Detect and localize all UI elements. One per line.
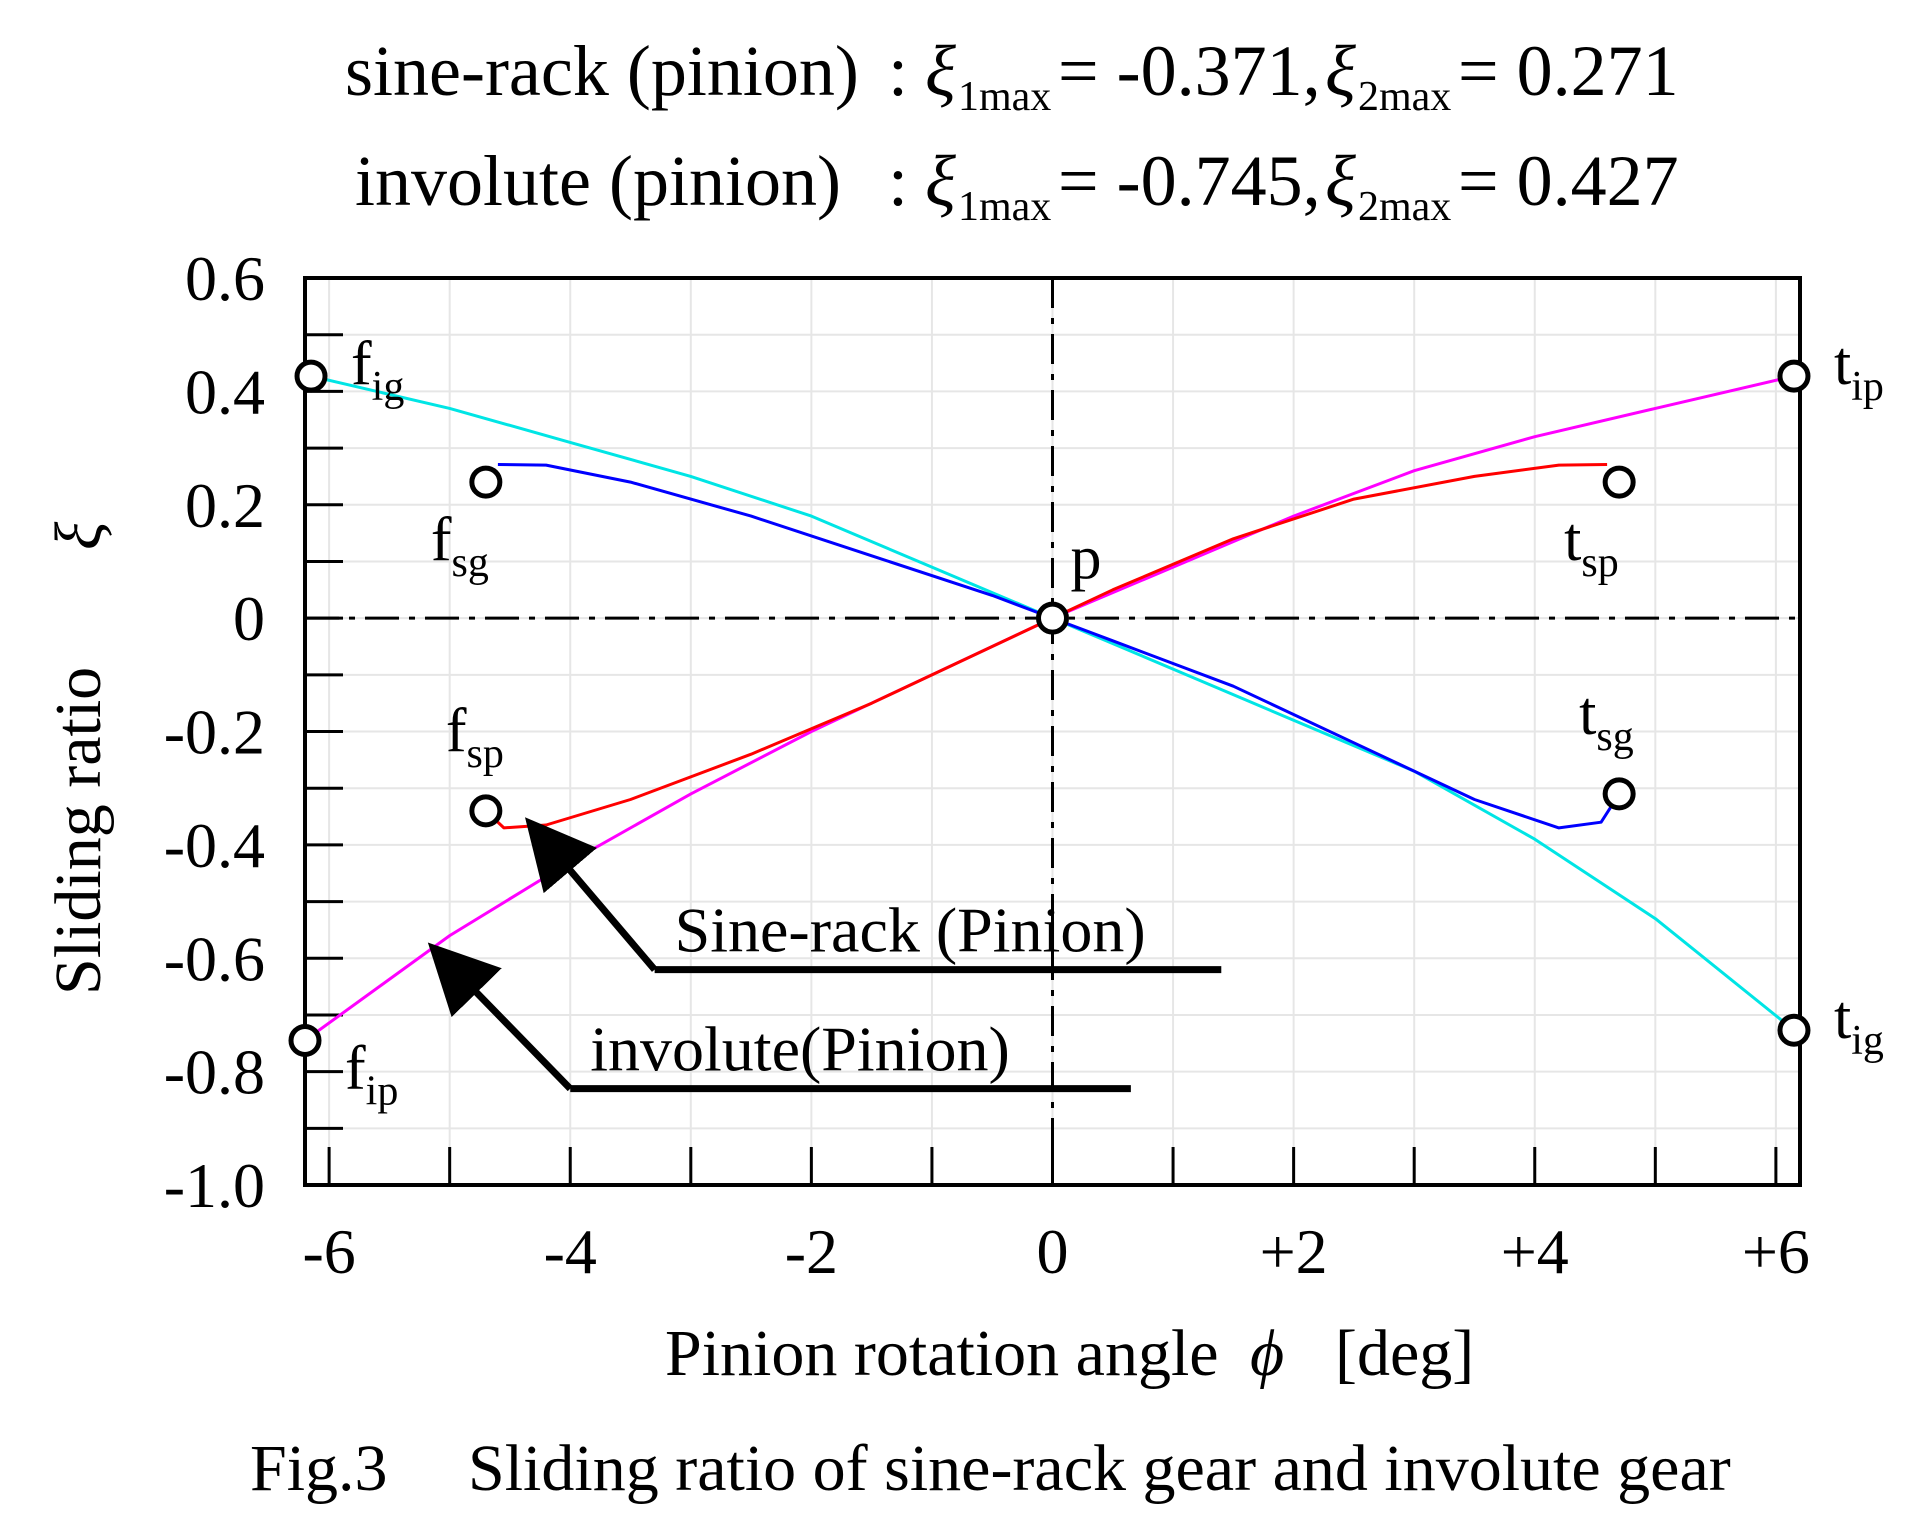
y-axis-label: Sliding ratio ξ [42,521,115,995]
caption-text: Sliding ratio of sine-rack gear and invo… [468,1432,1731,1505]
y-tick-label: 0 [233,583,265,654]
xi2-symbol: ξ [1325,31,1356,111]
y-axis-label-text: Sliding ratio [42,667,115,995]
xi1-subscript: 1max [958,74,1051,120]
endpoint-label: tig [1834,984,1884,1064]
annotations: Sine-rack (Pinion) involute(Pinion) [427,817,1222,1093]
header-label: involute (pinion) [355,141,841,221]
xi1-value: = -0.745, [1058,141,1321,221]
endpoint-marker [469,465,503,499]
x-tick-label: -2 [785,1216,838,1287]
y-tick-label: 0.2 [185,470,265,541]
x-tick-label: -4 [544,1216,597,1287]
xi2-subscript: 2max [1358,184,1451,230]
x-axis-symbol: ϕ [1250,1317,1284,1390]
header-line-2: involute (pinion) : ξ 1max = -0.745, ξ 2… [355,141,1679,230]
x-tick-label: +4 [1501,1216,1569,1287]
xi2-symbol: ξ [1325,141,1356,221]
ticks: 0.6 0.4 0.2 0 -0.2 -0.4 -0.6 -0.8 -1.0 -6 -4 -2 0 +2 +… [164,243,1810,1287]
xi1-symbol: ξ [925,141,956,221]
annotation-arrow [427,942,573,1092]
xi1-symbol: ξ [925,31,956,111]
x-tick-label: +2 [1260,1216,1328,1287]
endpoint-label: tsp [1564,506,1619,586]
header-separator: : [888,141,908,221]
endpoint-marker [1602,777,1636,811]
endpoint-marker [294,359,328,393]
endpoint-label: fsp [446,697,504,777]
endpoint-label: p [1071,524,1102,592]
y-tick-label: -0.2 [164,697,265,768]
y-tick-label: 0.6 [185,243,265,314]
xi2-value: = 0.427 [1458,141,1679,221]
endpoint-label: fip [345,1034,398,1114]
endpoint-marker [1036,601,1069,635]
xi1-value: = -0.371, [1058,31,1321,111]
caption-fig: Fig.3 [250,1432,388,1505]
endpoint-marker [1602,465,1636,499]
x-axis-label-text: Pinion rotation angle [665,1317,1219,1390]
y-tick-label: -0.4 [164,810,265,881]
endpoint-marker [1777,1013,1811,1047]
header-line-1: sine-rack (pinion) : ξ 1max = -0.371, ξ … [345,31,1679,120]
x-tick-label: +6 [1742,1216,1810,1287]
x-tick-label: -6 [302,1216,355,1287]
xi2-value: = 0.271 [1458,31,1679,111]
endpoint-label: tip [1834,330,1884,410]
endpoint-marker [288,1023,322,1057]
xi2-subscript: 2max [1358,74,1451,120]
annotation-label: involute(Pinion) [590,1014,1010,1085]
x-axis-label: Pinion rotation angle ϕ [deg] [665,1317,1474,1390]
xi1-subscript: 1max [958,184,1051,230]
y-tick-label: -0.6 [164,923,265,994]
endpoint-label: tsg [1579,680,1634,760]
endpoint-marker [1777,359,1811,393]
y-tick-label: 0.4 [185,356,265,427]
endpoint-label: fig [351,330,404,410]
figure-caption: Fig.3 Sliding ratio of sine-rack gear an… [250,1432,1731,1505]
annotation-label: Sine-rack (Pinion) [675,895,1146,966]
x-axis-unit: [deg] [1335,1317,1474,1390]
y-tick-label: -1.0 [164,1150,265,1221]
series-line-3 [484,463,1608,830]
annotation-arrow [525,817,658,972]
endpoint-marker [469,794,503,828]
header-label: sine-rack (pinion) [345,31,859,111]
series-line-2 [497,463,1621,830]
header-separator: : [888,31,908,111]
endpoints: fig tip fsg tsp p fsp tsg fip tig [288,330,1884,1114]
y-axis-symbol: ξ [42,521,115,550]
endpoint-label: fsg [431,506,489,586]
x-tick-label: 0 [1037,1216,1069,1287]
y-tick-label: -0.8 [164,1037,265,1108]
